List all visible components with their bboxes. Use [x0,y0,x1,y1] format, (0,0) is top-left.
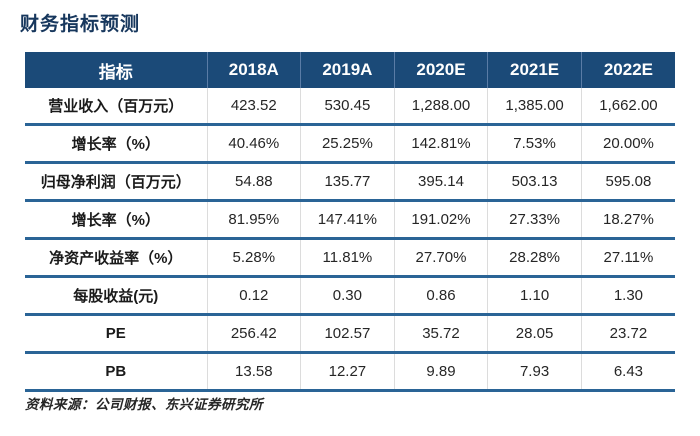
column-header-year: 2018A [206,52,301,88]
cell-value: 395.14 [393,162,488,202]
cell-value: 35.72 [393,314,488,354]
cell-value: 503.13 [487,162,582,202]
table-body: 营业收入（百万元） 423.52 530.45 1,288.00 1,385.00 1,6… [25,88,675,392]
table-row: 营业收入（百万元） 423.52 530.45 1,288.00 1,385.00 1,6… [25,88,675,126]
cell-value: 81.95% [206,200,301,240]
column-header-year: 2020E [393,52,488,88]
table-row: 增长率（%） 40.46% 25.25% 142.81% 7.53% 20.00% [25,124,675,164]
row-label: PE [25,314,207,354]
table-header-row: 指标 2018A 2019A 2020E 2021E 2022E [25,52,675,88]
table-header: 指标 2018A 2019A 2020E 2021E 2022E [25,52,675,88]
cell-value: 5.28% [206,238,301,278]
cell-value: 27.33% [487,200,582,240]
cell-value: 135.77 [300,162,395,202]
cell-value: 1,385.00 [487,88,582,126]
cell-value: 28.28% [487,238,582,278]
cell-value: 0.30 [300,276,395,316]
cell-value: 27.70% [393,238,488,278]
row-label: 增长率（%） [25,124,207,164]
cell-value: 142.81% [393,124,488,164]
table-row: 归母净利润（百万元） 54.88 135.77 395.14 503.13 595.08 [25,162,675,202]
cell-value: 27.11% [580,238,675,278]
cell-value: 18.27% [580,200,675,240]
row-label: PB [25,352,207,392]
cell-value: 1.10 [487,276,582,316]
table-row: PE 256.42 102.57 35.72 28.05 23.72 [25,314,675,354]
cell-value: 0.12 [206,276,301,316]
table-row: PB 13.58 12.27 9.89 7.93 6.43 [25,352,675,392]
cell-value: 40.46% [206,124,301,164]
cell-value: 530.45 [300,88,395,126]
row-label: 增长率（%） [25,200,207,240]
cell-value: 6.43 [580,352,675,392]
cell-value: 7.53% [487,124,582,164]
cell-value: 20.00% [580,124,675,164]
table-row: 增长率（%） 81.95% 147.41% 191.02% 27.33% 18.27% [25,200,675,240]
table-row: 每股收益(元) 0.12 0.30 0.86 1.10 1.30 [25,276,675,316]
row-label: 营业收入（百万元） [25,88,207,126]
page-title: 财务指标预测 [20,14,141,35]
cell-value: 12.27 [300,352,395,392]
cell-value: 23.72 [580,314,675,354]
cell-value: 13.58 [206,352,301,392]
row-label: 归母净利润（百万元） [25,162,207,202]
column-header-year: 2019A [300,52,395,88]
cell-value: 25.25% [300,124,395,164]
cell-value: 1.30 [580,276,675,316]
column-header-year: 2021E [487,52,582,88]
cell-value: 1,662.00 [580,88,675,126]
table-row: 净资产收益率（%） 5.28% 11.81% 27.70% 28.28% 27.11% [25,238,675,278]
financial-forecast-table: 指标 2018A 2019A 2020E 2021E 2022E 营业收入（百万元） 423… [25,52,675,392]
cell-value: 147.41% [300,200,395,240]
cell-value: 11.81% [300,238,395,278]
cell-value: 1,288.00 [393,88,488,126]
cell-value: 595.08 [580,162,675,202]
column-header-year: 2022E [580,52,675,88]
cell-value: 102.57 [300,314,395,354]
cell-value: 7.93 [487,352,582,392]
cell-value: 28.05 [487,314,582,354]
cell-value: 54.88 [206,162,301,202]
cell-value: 423.52 [206,88,301,126]
cell-value: 256.42 [206,314,301,354]
cell-value: 0.86 [393,276,488,316]
cell-value: 191.02% [393,200,488,240]
row-label: 每股收益(元) [25,276,207,316]
cell-value: 9.89 [393,352,488,392]
source-note: 资料来源：公司财报、东兴证券研究所 [25,397,263,412]
column-header-metric: 指标 [25,52,207,88]
row-label: 净资产收益率（%） [25,238,207,278]
